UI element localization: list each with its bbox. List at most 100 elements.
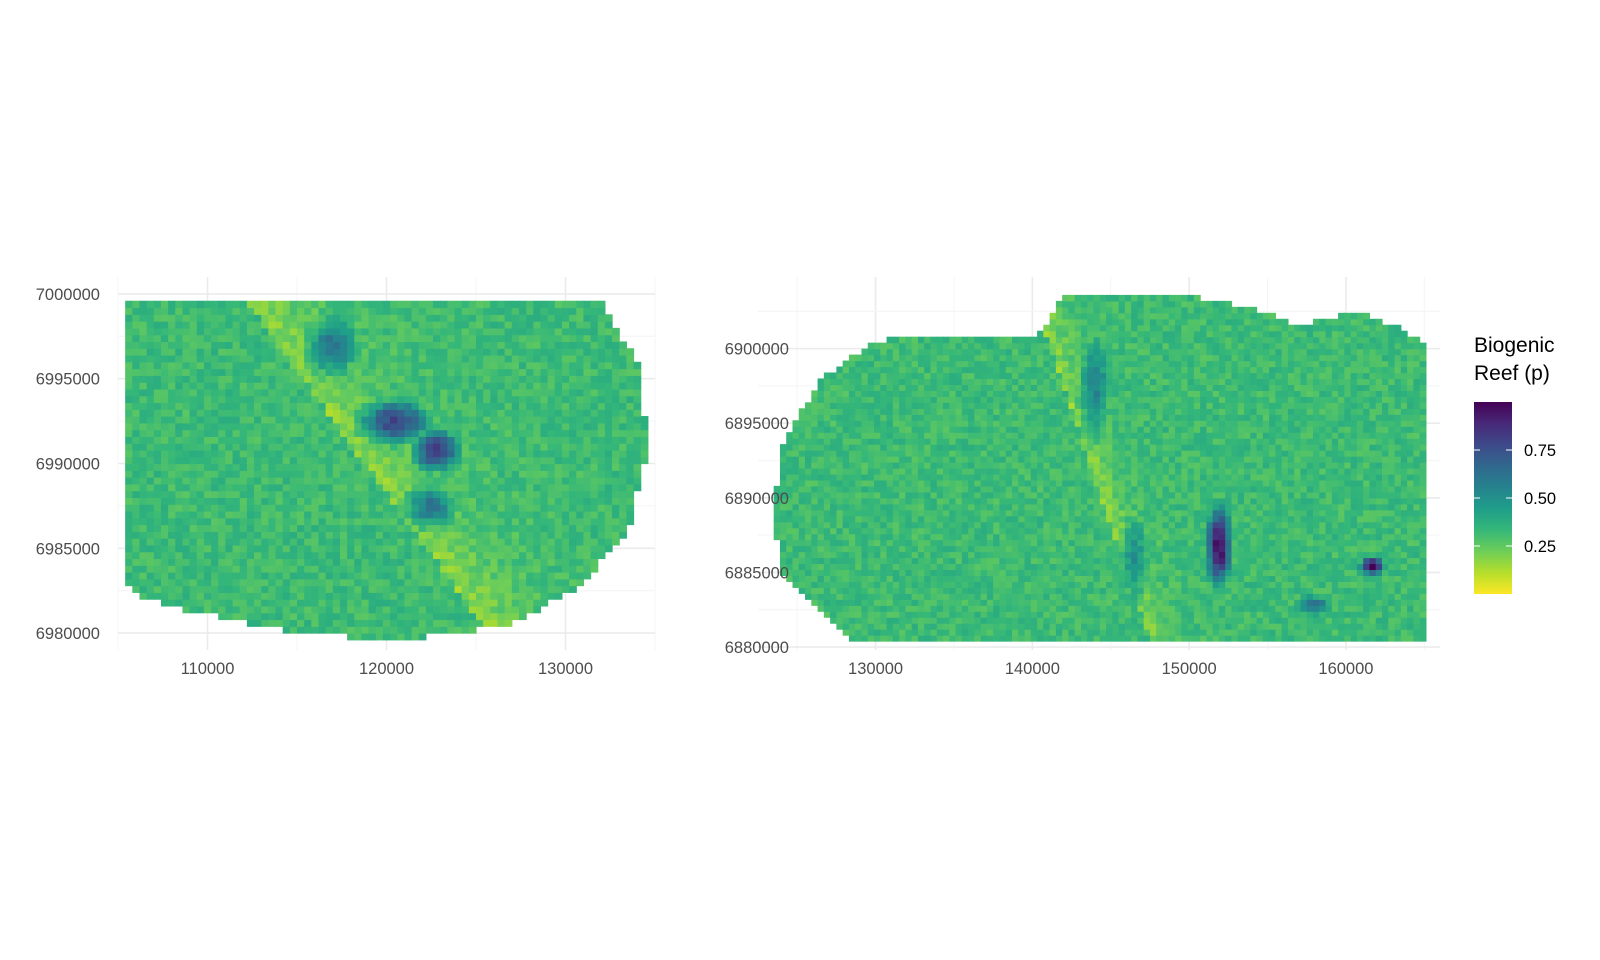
- raster-cell: [454, 538, 463, 546]
- raster-cell: [1356, 605, 1364, 612]
- raster-cell: [1043, 539, 1051, 547]
- raster-cell: [540, 348, 549, 356]
- raster-cell: [476, 619, 484, 627]
- raster-cell: [1156, 593, 1164, 600]
- raster-cell: [254, 504, 262, 512]
- raster-cell: [182, 314, 191, 322]
- raster-cell: [526, 585, 534, 593]
- raster-cell: [132, 388, 141, 397]
- raster-cell: [1388, 635, 1396, 642]
- raster-cell: [1363, 593, 1371, 600]
- raster-cell: [461, 572, 470, 580]
- raster-cell: [168, 551, 176, 560]
- raster-cell: [203, 388, 212, 397]
- raster-cell: [390, 619, 398, 627]
- raster-cell: [1394, 551, 1402, 559]
- raster-cell: [612, 531, 620, 539]
- raster-cell: [468, 443, 477, 451]
- raster-cell: [1080, 581, 1088, 588]
- raster-cell: [254, 572, 262, 580]
- raster-cell: [1350, 563, 1358, 571]
- raster-cell: [836, 563, 844, 571]
- raster-cell: [418, 599, 427, 607]
- raster-cell: [132, 416, 141, 424]
- raster-cell: [289, 382, 298, 390]
- raster-cell: [626, 477, 635, 485]
- raster-cell: [225, 612, 234, 621]
- raster-cell: [526, 388, 534, 397]
- raster-cell: [368, 592, 377, 600]
- raster-cell: [175, 510, 184, 519]
- raster-cell: [1331, 629, 1339, 636]
- raster-cell: [861, 593, 869, 600]
- raster-cell: [153, 416, 162, 424]
- raster-cell: [239, 348, 248, 356]
- raster-cell: [583, 517, 592, 526]
- raster-cell: [254, 524, 262, 532]
- raster-cell: [1287, 563, 1295, 571]
- raster-cell: [246, 463, 255, 471]
- raster-cell: [533, 585, 542, 593]
- raster-cell: [418, 490, 427, 499]
- raster-cell: [561, 463, 570, 471]
- raster-cell: [397, 422, 405, 431]
- raster-cell: [1306, 629, 1314, 636]
- raster-cell: [146, 497, 155, 505]
- raster-cell: [146, 578, 155, 587]
- raster-cell: [404, 307, 413, 315]
- raster-cell: [347, 334, 355, 343]
- raster-cell: [483, 524, 491, 532]
- raster-cell: [1381, 557, 1389, 565]
- raster-cell: [275, 375, 284, 383]
- raster-cell: [368, 483, 377, 492]
- raster-cell: [275, 456, 284, 465]
- raster-cell: [254, 382, 262, 390]
- raster-cell: [1093, 557, 1101, 565]
- raster-cell: [440, 443, 448, 451]
- raster-cell: [511, 422, 520, 431]
- raster-cell: [282, 429, 291, 437]
- raster-cell: [447, 382, 456, 390]
- raster-cell: [547, 327, 556, 336]
- raster-cell: [504, 443, 513, 451]
- raster-cell: [504, 592, 513, 600]
- raster-cell: [848, 575, 856, 582]
- raster-cell: [390, 321, 398, 329]
- raster-cell: [633, 368, 642, 376]
- raster-cell: [633, 456, 642, 465]
- raster-cell: [911, 593, 919, 600]
- raster-cell: [1143, 629, 1151, 636]
- raster-cell: [239, 510, 248, 519]
- raster-cell: [168, 517, 176, 526]
- raster-cell: [1124, 563, 1132, 571]
- raster-cell: [1018, 581, 1026, 588]
- raster-cell: [1005, 611, 1013, 618]
- raster-cell: [339, 321, 348, 329]
- raster-cell: [232, 416, 241, 424]
- raster-cell: [619, 531, 627, 539]
- raster-cell: [490, 422, 499, 431]
- raster-cell: [1143, 557, 1151, 565]
- raster-cell: [304, 436, 312, 444]
- raster-cell: [132, 483, 141, 492]
- raster-cell: [411, 402, 420, 410]
- raster-cell: [949, 557, 957, 565]
- raster-cell: [289, 341, 298, 349]
- raster-cell: [168, 422, 176, 431]
- raster-cell: [490, 368, 499, 376]
- raster-cell: [526, 341, 534, 349]
- raster-cell: [612, 368, 620, 376]
- raster-cell: [311, 361, 320, 370]
- raster-cell: [811, 581, 819, 588]
- raster-cell: [361, 361, 370, 370]
- raster-cell: [626, 354, 635, 363]
- raster-cell: [1011, 593, 1019, 600]
- raster-cell: [225, 361, 234, 370]
- raster-cell: [297, 626, 305, 634]
- raster-cell: [382, 504, 391, 512]
- raster-cell: [182, 544, 191, 553]
- raster-cell: [132, 443, 141, 451]
- raster-cell: [454, 531, 463, 539]
- raster-cell: [1225, 587, 1233, 594]
- raster-cell: [1162, 569, 1170, 576]
